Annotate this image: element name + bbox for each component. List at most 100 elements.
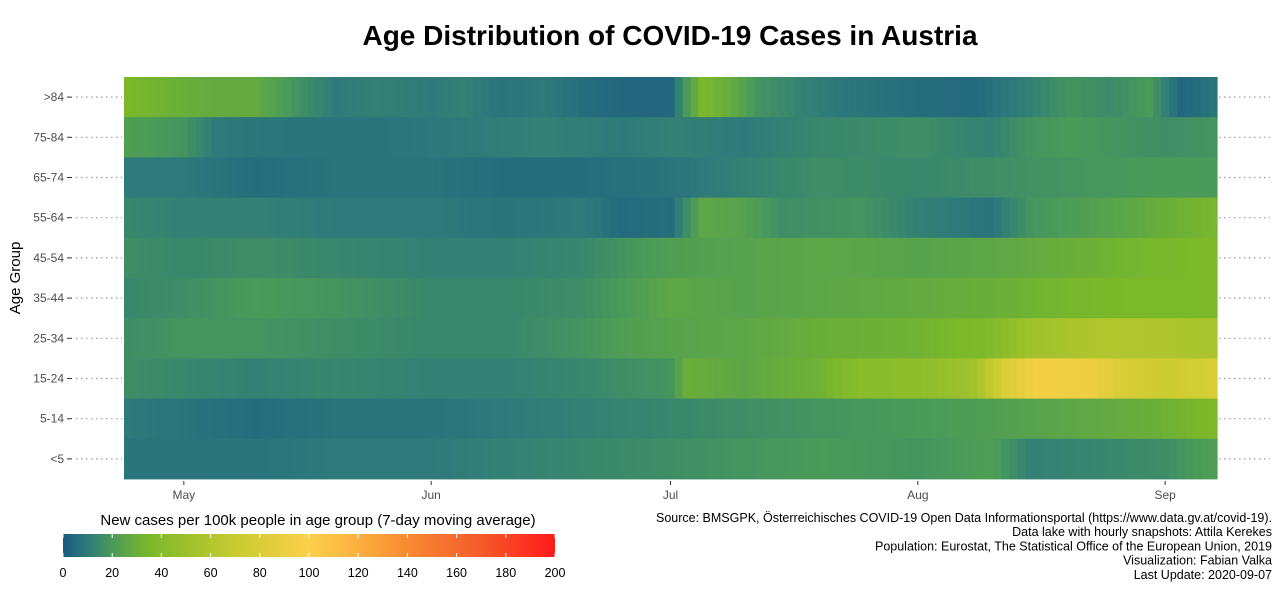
- heatmap-cell: [514, 438, 524, 480]
- y-tick-label: 5-14: [40, 412, 64, 426]
- heatmap-cell: [993, 318, 1003, 359]
- heatmap-cell: [419, 278, 428, 319]
- heatmap-cell: [291, 77, 301, 118]
- heatmap-cell: [147, 398, 157, 440]
- heatmap-cell: [1209, 77, 1218, 118]
- heatmap-cell: [1201, 197, 1210, 239]
- heatmap-cell: [642, 438, 652, 480]
- heatmap-cell: [802, 358, 811, 399]
- heatmap-cell: [850, 77, 859, 118]
- heatmap-cell: [1145, 398, 1154, 440]
- heatmap-cell: [483, 358, 492, 399]
- heatmap-cell: [562, 318, 572, 359]
- heatmap-cell: [929, 237, 939, 279]
- heatmap-cell: [786, 237, 795, 279]
- heatmap-cell: [746, 278, 755, 319]
- heatmap-cell: [586, 438, 596, 480]
- heatmap-cell: [850, 117, 859, 158]
- heatmap-cell: [881, 157, 891, 198]
- heatmap-cell: [1001, 278, 1011, 319]
- heatmap-cell: [498, 77, 508, 118]
- legend-title: New cases per 100k people in age group (…: [100, 512, 535, 529]
- heatmap-cell: [331, 157, 341, 198]
- heatmap-cell: [1177, 117, 1186, 158]
- heatmap-cell: [562, 438, 572, 480]
- heatmap-cell: [1209, 318, 1218, 359]
- heatmap-cell: [195, 278, 205, 319]
- heatmap-cell: [211, 197, 221, 239]
- heatmap-cell: [459, 157, 468, 198]
- heatmap-cell: [929, 77, 939, 118]
- heatmap-cell: [562, 117, 572, 158]
- heatmap-cell: [435, 237, 444, 279]
- heatmap-cell: [881, 398, 891, 440]
- heatmap-cell: [1049, 77, 1059, 118]
- heatmap-cell: [522, 398, 532, 440]
- heatmap-cell: [842, 318, 851, 359]
- heatmap-cell: [451, 197, 460, 239]
- heatmap-cell: [187, 278, 197, 319]
- heatmap-cell: [355, 318, 364, 359]
- heatmap-cell: [586, 157, 596, 198]
- heatmap-cell: [881, 117, 891, 158]
- heatmap-cell: [1033, 77, 1043, 118]
- heatmap-cell: [913, 157, 923, 198]
- heatmap-cell: [131, 278, 141, 319]
- heatmap-cell: [722, 278, 731, 319]
- heatmap-cell: [674, 278, 684, 319]
- heatmap-cell: [594, 117, 604, 158]
- heatmap-cell: [1089, 438, 1098, 480]
- heatmap-cell: [826, 318, 835, 359]
- heatmap-cell: [1161, 278, 1170, 319]
- heatmap-cell: [770, 77, 779, 118]
- heatmap-cell: [865, 117, 875, 158]
- heatmap-cell: [283, 77, 293, 118]
- heatmap-cell: [219, 197, 229, 239]
- heatmap-cell: [770, 318, 779, 359]
- heatmap-cell: [538, 358, 548, 399]
- heatmap-cell: [642, 157, 652, 198]
- heatmap-cell: [227, 278, 237, 319]
- heatmap-cell: [1001, 117, 1011, 158]
- heatmap-cell: [626, 237, 636, 279]
- heatmap-cell: [554, 318, 564, 359]
- heatmap-cell: [794, 157, 803, 198]
- heatmap-cell: [626, 318, 636, 359]
- heatmap-cell: [1065, 358, 1074, 399]
- heatmap-cell: [227, 197, 237, 239]
- heatmap-cell: [1001, 398, 1011, 440]
- heatmap-cell: [1049, 438, 1059, 480]
- heatmap-cell: [419, 358, 428, 399]
- heatmap-cell: [395, 237, 404, 279]
- heatmap-cell: [243, 398, 253, 440]
- heatmap-cell: [451, 117, 460, 158]
- heatmap-cell: [1009, 237, 1019, 279]
- heatmap-cell: [1041, 117, 1051, 158]
- heatmap-cell: [427, 438, 436, 480]
- heatmap-cell: [1113, 157, 1122, 198]
- heatmap-cell: [147, 438, 157, 480]
- heatmap-cell: [1193, 278, 1202, 319]
- heatmap-cell: [873, 117, 883, 158]
- heatmap-cell: [921, 77, 931, 118]
- heatmap-cell: [411, 197, 420, 239]
- heatmap-cell: [610, 77, 620, 118]
- heatmap-cell: [1153, 77, 1162, 118]
- heatmap-cell: [897, 197, 907, 239]
- heatmap-cell: [985, 77, 995, 118]
- heatmap-cell: [985, 237, 995, 279]
- heatmap-cell: [1089, 278, 1098, 319]
- heatmap-cell: [1153, 438, 1162, 480]
- heatmap-cell: [1185, 398, 1194, 440]
- heatmap-cell: [786, 438, 795, 480]
- heatmap-cell: [794, 318, 803, 359]
- heatmap-cell: [913, 197, 923, 239]
- heatmap-cell: [1081, 117, 1090, 158]
- heatmap-cell: [969, 77, 979, 118]
- heatmap-cell: [1041, 77, 1051, 118]
- heatmap-cell: [283, 358, 293, 399]
- heatmap-cell: [379, 237, 388, 279]
- heatmap-cell: [267, 358, 277, 399]
- heatmap-cell: [283, 197, 293, 239]
- heatmap-cell: [602, 278, 612, 319]
